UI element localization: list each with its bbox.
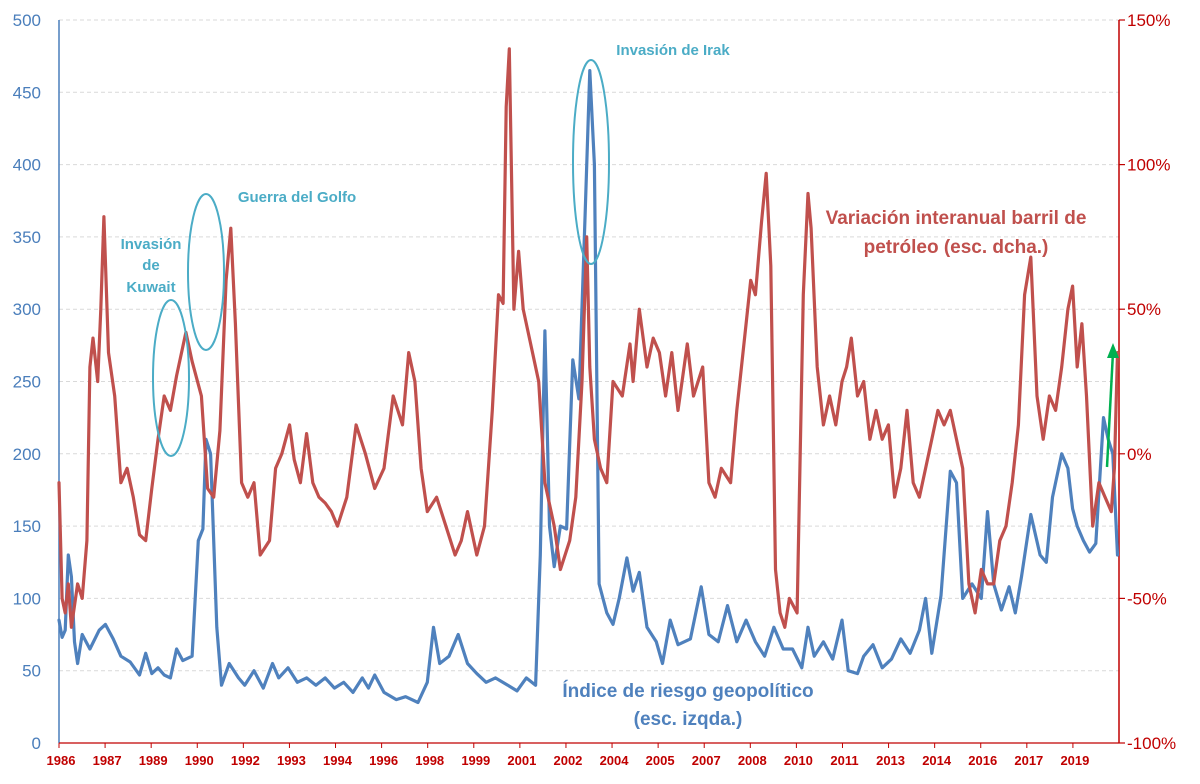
x-tick-label: 2002: [553, 753, 582, 768]
x-tick-label: 2016: [968, 753, 997, 768]
right-y-tick-label: 0%: [1127, 445, 1152, 464]
annotation-guerra-golfo: Guerra del Golfo: [238, 189, 356, 206]
x-tick-label: 1987: [93, 753, 122, 768]
x-tick-label: 2011: [830, 753, 858, 768]
x-tick-label: 2004: [600, 753, 630, 768]
legend-oil-line-2: petróleo (esc. dcha.): [864, 237, 1049, 258]
x-tick-label: 1996: [369, 753, 398, 768]
x-tick-label: 2017: [1014, 753, 1043, 768]
left-y-tick-label: 350: [13, 228, 41, 247]
series-line-oil-price-change: [57, 47, 1120, 629]
x-tick-label: 2007: [692, 753, 721, 768]
left-y-tick-label: 0: [32, 734, 41, 753]
x-tick-label: 2001: [507, 753, 536, 768]
x-tick-label: 2019: [1060, 753, 1089, 768]
right-y-tick-label: 150%: [1127, 11, 1170, 30]
left-y-tick-label: 150: [13, 517, 41, 536]
x-tick-label: 2008: [738, 753, 767, 768]
x-tick-labels: 1986 1987 1989 1990 1992 1993 1994 1996 1998 1999…: [47, 743, 1089, 768]
left-y-tick-label: 200: [13, 445, 41, 464]
x-tick-label: 2014: [922, 753, 952, 768]
annotation-kuwait-line-3: Kuwait: [126, 279, 175, 296]
legend-risk-line-1: Índice de riesgo geopolítico: [562, 680, 813, 702]
series-labels: Variación interanual barril de petróleo …: [562, 208, 1086, 730]
x-tick-label: 2013: [876, 753, 905, 768]
left-y-tick-label: 250: [13, 373, 41, 392]
gridlines: [59, 19, 1119, 672]
left-y-tick-label: 400: [13, 156, 41, 175]
left-y-tick-label: 450: [13, 83, 41, 102]
legend-oil-line-1: Variación interanual barril de: [826, 208, 1087, 229]
x-tick-label: 1992: [231, 753, 260, 768]
right-y-tick-label: -100%: [1127, 734, 1176, 753]
series-line-geopolitical-risk: [57, 68, 1120, 705]
x-tick-label: 1993: [277, 753, 306, 768]
x-tick-label: 1986: [47, 753, 76, 768]
x-tick-label: 1998: [415, 753, 444, 768]
annotation-ellipse-kuwait: [152, 299, 190, 457]
x-tick-label: 1994: [323, 753, 353, 768]
x-tick-label: 2005: [646, 753, 675, 768]
left-y-tick-label: 300: [13, 300, 41, 319]
legend-risk-line-2: (esc. izqda.): [634, 709, 743, 730]
left-y-tick-label: 50: [22, 662, 41, 681]
right-y-tick-labels: -100% -50% 0% 50% 100% 150%: [1119, 11, 1176, 753]
left-y-tick-label: 100: [13, 589, 41, 608]
left-y-tick-labels: 0 50 100 150 200 250 300 350 400 450 500: [13, 11, 41, 753]
annotation-ellipse-golfo: [187, 193, 225, 351]
green-arrow-icon: [1105, 343, 1119, 468]
left-y-tick-label: 500: [13, 11, 41, 30]
x-tick-label: 1989: [139, 753, 168, 768]
right-y-tick-label: -50%: [1127, 589, 1167, 608]
x-tick-label: 1990: [185, 753, 214, 768]
x-tick-label: 2010: [784, 753, 813, 768]
right-y-tick-label: 50%: [1127, 300, 1161, 319]
annotation-kuwait-line-1: Invasión: [121, 236, 182, 253]
x-tick-label: 1999: [461, 753, 490, 768]
annotations: Invasión de Irak Guerra del Golfo Invasi…: [121, 42, 730, 457]
series-lines: [57, 47, 1120, 705]
right-y-tick-label: 100%: [1127, 156, 1170, 175]
annotation-invasion-irak: Invasión de Irak: [616, 42, 730, 59]
annotation-ellipse-irak: [572, 59, 610, 265]
annotation-kuwait-line-2: de: [142, 257, 160, 274]
